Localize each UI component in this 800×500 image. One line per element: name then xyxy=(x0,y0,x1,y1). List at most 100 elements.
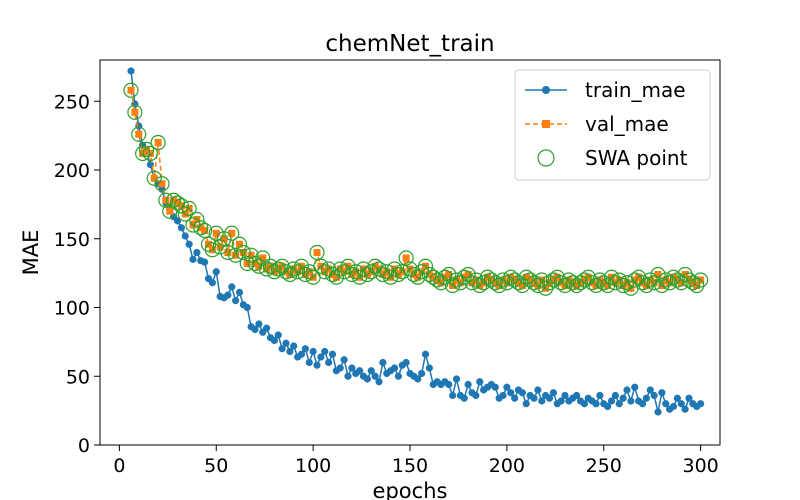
swa-point xyxy=(135,145,151,162)
val-mae-point xyxy=(511,276,519,284)
val-mae-point xyxy=(150,174,158,182)
swa-point xyxy=(662,275,678,291)
val-mae-point xyxy=(487,276,495,284)
train-mae-point xyxy=(650,391,658,400)
train-mae-point xyxy=(549,389,557,397)
train-mae-point xyxy=(309,347,317,356)
val-mae-point xyxy=(301,271,309,278)
train-mae-point xyxy=(290,342,298,350)
swa-point xyxy=(479,269,496,285)
swa-point xyxy=(596,275,612,291)
swa-point xyxy=(592,272,608,288)
val-mae-point xyxy=(491,279,499,287)
swa-point xyxy=(231,236,248,252)
train-mae-point xyxy=(604,402,612,411)
swa-point xyxy=(224,225,240,241)
val-mae-point xyxy=(549,276,557,284)
train-mae-point xyxy=(185,240,193,248)
swa-point xyxy=(673,275,689,291)
swa-point xyxy=(123,82,139,98)
swa-point xyxy=(425,269,441,285)
train-mae-point xyxy=(662,400,670,408)
train-mae-point xyxy=(367,367,375,375)
val-mae-point xyxy=(580,276,588,284)
y-tick-label: 100 xyxy=(54,298,90,320)
val-mae-point xyxy=(259,254,267,262)
val-mae-point xyxy=(154,139,162,146)
train-mae-point xyxy=(642,394,650,402)
train-mae-point xyxy=(251,325,259,334)
swa-point xyxy=(561,272,577,288)
train-mae-point xyxy=(344,372,352,380)
swa-point xyxy=(297,266,313,283)
train-mae-point xyxy=(208,279,216,287)
train-mae-point xyxy=(274,331,282,339)
train-mae-point xyxy=(669,402,678,411)
val-mae-point xyxy=(158,180,166,188)
val-mae-point xyxy=(673,276,681,284)
val-mae-point xyxy=(131,108,139,116)
val-mae-point xyxy=(313,249,321,256)
swa-point xyxy=(433,275,449,291)
swa-point xyxy=(355,261,372,277)
val-mae-point xyxy=(236,240,243,248)
swa-point xyxy=(491,277,507,294)
train-mae-point xyxy=(511,394,519,402)
val-mae-point xyxy=(654,271,662,278)
swa-point xyxy=(487,275,503,291)
train-mae-point xyxy=(449,391,457,400)
swa-point xyxy=(150,134,166,151)
swa-point xyxy=(336,264,352,280)
swa-point xyxy=(328,269,344,285)
val-mae-point xyxy=(526,276,534,284)
swa-point xyxy=(654,277,670,294)
swa-point xyxy=(262,258,279,274)
val-mae-point xyxy=(170,196,178,204)
train-mae-point xyxy=(580,400,588,408)
legend-box xyxy=(514,69,711,181)
train-mae-point xyxy=(573,391,581,400)
swa-point xyxy=(379,264,395,280)
val-mae-point xyxy=(425,271,433,278)
swa-point xyxy=(541,275,558,291)
swa-point xyxy=(569,277,585,294)
train-mae-point xyxy=(681,405,689,413)
swa-point xyxy=(193,220,209,236)
train-mae-point xyxy=(677,400,685,408)
swa-point xyxy=(324,266,341,283)
train-mae-point xyxy=(421,350,430,358)
swa-point xyxy=(553,275,569,291)
swa-point xyxy=(340,258,356,274)
swa-point xyxy=(220,244,236,261)
train-mae-point xyxy=(472,391,480,400)
swa-point xyxy=(216,231,232,247)
val-mae-point xyxy=(166,207,174,215)
swa-point xyxy=(518,269,534,285)
swa-point xyxy=(386,261,403,277)
swa-point xyxy=(437,269,453,285)
train-mae-point xyxy=(379,358,387,367)
swa-point xyxy=(154,176,170,192)
swa-point xyxy=(259,261,275,277)
val-mae-point xyxy=(522,273,530,281)
train-mae-point xyxy=(623,386,631,394)
swa-point xyxy=(309,244,325,261)
train-mae-point xyxy=(301,345,309,353)
val-mae-point xyxy=(518,282,526,289)
swa-point xyxy=(398,250,414,266)
swa-point xyxy=(468,272,484,288)
swa-point xyxy=(138,141,155,157)
val-mae-point xyxy=(348,271,356,278)
val-mae-point xyxy=(146,150,154,157)
swa-point xyxy=(313,258,329,274)
val-mae-point xyxy=(604,282,612,289)
train-mae-point xyxy=(127,67,135,75)
swa-point xyxy=(363,264,379,280)
val-mae-point xyxy=(577,279,584,287)
swa-point xyxy=(603,269,620,285)
swa-point xyxy=(406,266,422,283)
train-mae-point xyxy=(336,364,344,372)
train-mae-point xyxy=(627,397,635,405)
swa-point xyxy=(278,264,294,280)
val-mae-point xyxy=(135,130,143,138)
